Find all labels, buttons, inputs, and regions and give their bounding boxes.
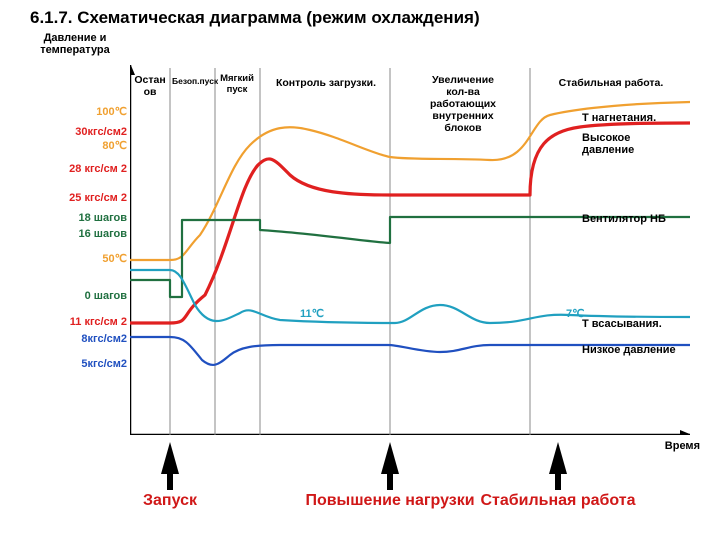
phase-label-1: Безоп.пуск — [172, 77, 214, 87]
bottom-label-1: Повышение нагрузки — [290, 492, 490, 510]
arrow-2 — [549, 442, 567, 474]
y-tick-3: 28 кгс/см 2 — [69, 163, 127, 175]
arrow-stem-2 — [555, 472, 561, 490]
series-label-4: Низкое давление — [582, 344, 676, 356]
arrow-1 — [381, 442, 399, 474]
y-tick-9: 11 кгс/см 2 — [70, 316, 127, 328]
inline-temp-0: 11℃ — [300, 307, 324, 320]
y-tick-4: 25 кгс/см 2 — [69, 192, 127, 204]
bottom-label-2: Стабильная работа — [463, 492, 653, 510]
bottom-label-0: Запуск — [130, 492, 210, 510]
y-tick-1: 30кгс/см2 — [75, 126, 127, 138]
y-tick-7: 50℃ — [102, 252, 127, 265]
y-tick-5: 18 шагов — [79, 212, 128, 224]
series-label-3: Т всасывания. — [582, 318, 662, 330]
y-tick-11: 5кгс/см2 — [81, 358, 127, 370]
y-tick-10: 8кгс/см2 — [81, 333, 127, 345]
arrow-stem-1 — [387, 472, 393, 490]
phase-label-5: Стабильная работа. — [536, 77, 686, 89]
y-tick-8: 0 шагов — [85, 290, 127, 302]
x-axis-label: Время — [665, 440, 700, 452]
inline-temp-1: 7℃ — [566, 307, 584, 320]
series-label-0: Т нагнетания. — [582, 112, 656, 124]
y-tick-0: 100℃ — [96, 105, 127, 118]
phase-label-4: Увеличениекол-ваработающихвнутреннихблок… — [398, 74, 528, 134]
arrow-0 — [161, 442, 179, 474]
diagram-title: 6.1.7. Схематическая диаграмма (режим ох… — [30, 8, 480, 28]
phase-label-3: Контроль загрузки. — [266, 77, 386, 89]
series-label-2: Вентилятор НБ — [582, 213, 666, 225]
series-label-1: Высокоедавление — [582, 132, 634, 156]
phase-label-0: Останов — [132, 74, 168, 98]
arrow-stem-0 — [167, 472, 173, 490]
y-tick-6: 16 шагов — [79, 228, 128, 240]
phase-label-2: Мягкийпуск — [216, 74, 258, 96]
y-tick-2: 80℃ — [102, 139, 127, 152]
y-axis-label: Давление и температура — [20, 32, 130, 56]
